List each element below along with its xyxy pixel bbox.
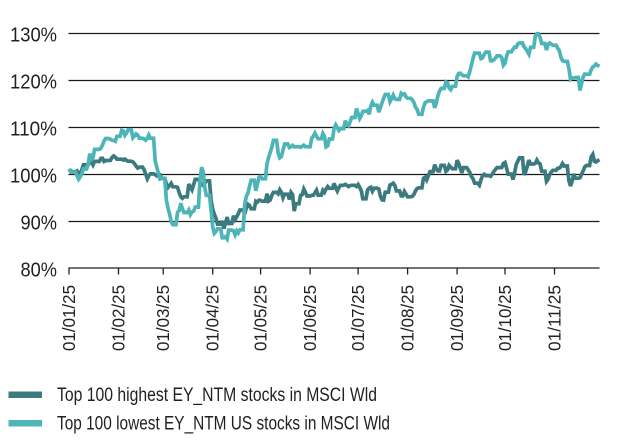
svg-text:130%: 130% <box>10 25 57 47</box>
svg-text:01/09/25: 01/09/25 <box>447 285 467 351</box>
svg-text:90%: 90% <box>21 213 58 235</box>
svg-text:01/11/25: 01/11/25 <box>545 285 565 351</box>
svg-text:01/04/25: 01/04/25 <box>203 285 223 351</box>
svg-text:01/01/25: 01/01/25 <box>59 285 79 351</box>
svg-text:01/02/25: 01/02/25 <box>109 285 129 351</box>
svg-text:01/10/25: 01/10/25 <box>495 285 515 351</box>
svg-text:01/08/25: 01/08/25 <box>398 285 418 351</box>
svg-text:80%: 80% <box>21 260 58 282</box>
svg-text:01/06/25: 01/06/25 <box>300 285 320 351</box>
svg-text:Top 100 lowest EY_NTM US stock: Top 100 lowest EY_NTM US stocks in MSCI … <box>57 412 390 434</box>
svg-text:Top 100 highest EY_NTM stocks: Top 100 highest EY_NTM stocks in MSCI Wl… <box>57 384 377 406</box>
svg-text:01/03/25: 01/03/25 <box>153 285 173 351</box>
svg-text:01/07/25: 01/07/25 <box>348 285 368 351</box>
svg-text:100%: 100% <box>10 166 57 188</box>
svg-text:01/05/25: 01/05/25 <box>251 285 271 351</box>
svg-text:120%: 120% <box>10 72 57 94</box>
svg-text:110%: 110% <box>10 119 57 141</box>
